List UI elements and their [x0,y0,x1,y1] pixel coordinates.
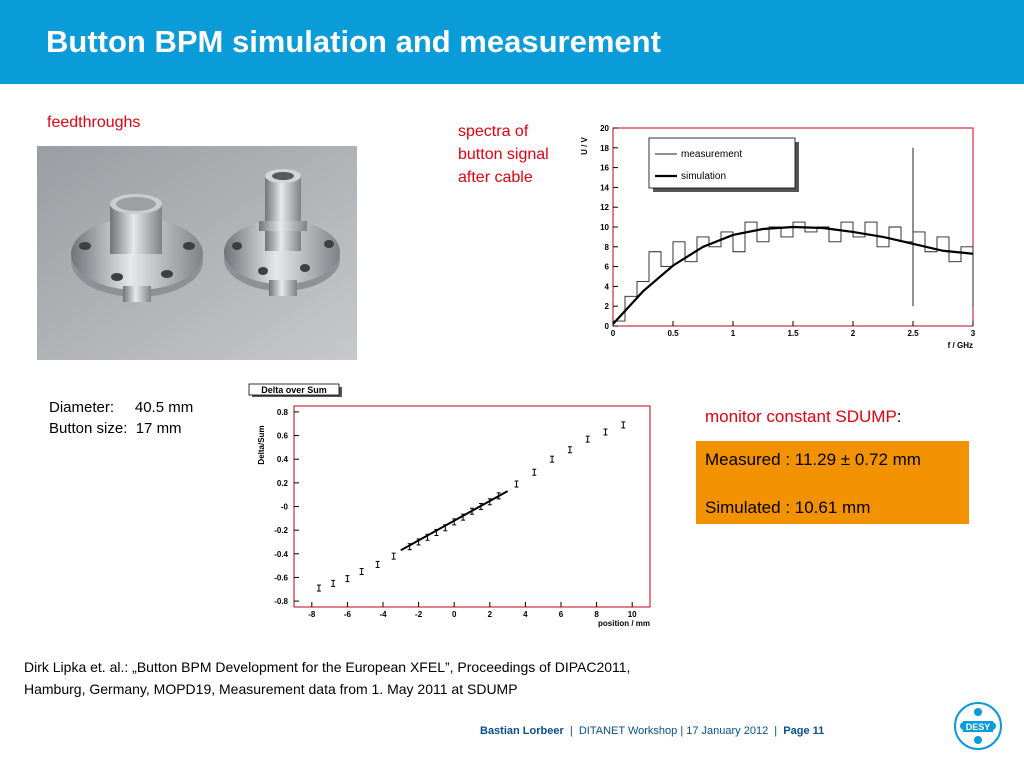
dimensions-block: Diameter: 40.5 mm Button size: 17 mm [49,397,193,439]
footer-page: Page 11 [783,725,825,737]
dos-y-tick-label: -0.2 [274,526,288,535]
title-bar: Button BPM simulation and measurement [0,0,1024,84]
dos-y-tick-label: 0.4 [277,455,289,464]
monitor-constant-text: monitor constant SDUMP [705,407,897,426]
dos-x-tick-label: -4 [379,610,387,619]
spectrum-y-tick-label: 8 [605,243,610,252]
desy-logo-text: DESY [966,722,991,732]
spectrum-y-tick-label: 0 [605,322,610,331]
footer-sep2: | [768,725,784,737]
dos-y-tick-label: 0.6 [277,432,289,441]
footer-sep1: | [563,725,579,737]
feedthroughs-photo [37,146,357,360]
spectrum-x-tick-label: 2.5 [907,329,919,338]
spectrum-x-tick-label: 3 [971,329,976,338]
spectra-label-line2: button signal [458,146,549,163]
measured-value: Measured : 11.29 ± 0.72 mm [705,450,921,469]
dos-y-tick-label: -0.6 [274,573,288,582]
monitor-constant-label: monitor constant SDUMP: [705,405,902,428]
dos-x-tick-label: -8 [308,610,316,619]
reference-line2: Hamburg, Germany, MOPD19, Measurement da… [24,681,518,697]
spectrum-y-tick-label: 2 [605,302,610,311]
spectrum-x-tick-label: 0 [611,329,616,338]
dos-title: Delta over Sum [261,385,327,395]
spectrum-x-tick-label: 1.5 [787,329,799,338]
spectrum-y-tick-label: 18 [600,144,609,153]
slide-title: Button BPM simulation and measurement [46,24,661,59]
spectrum-legend: measurement simulation [648,137,799,192]
desy-logo: DESY [954,702,1002,750]
spectrum-x-tick-label: 2 [851,329,856,338]
spectra-label-line1: spectra of [458,123,529,140]
spectrum-x-tick-label: 1 [731,329,736,338]
spectrum-y-tick-label: 14 [600,183,609,192]
monitor-constant-colon: : [896,407,902,426]
dos-x-tick-label: 4 [523,610,528,619]
dos-x-tick-label: 10 [628,610,637,619]
dos-x-tick-label: -2 [415,610,423,619]
dos-x-tick-label: 6 [559,610,564,619]
dos-y-tick-label: -0.8 [274,597,288,606]
spectrum-x-tick-label: 0.5 [667,329,679,338]
dos-y-tick-label: -0 [281,503,289,512]
reference-text: Dirk Lipka et. al.: „Button BPM Developm… [24,656,824,700]
diameter-text: Diameter: 40.5 mm [49,399,194,416]
dos-x-tick-label: 2 [488,610,493,619]
dos-y-tick-label: 0.8 [277,408,289,417]
spectrum-y-tick-label: 20 [600,124,609,133]
dos-plot-frame [293,405,651,608]
dos-y-axis-label: Delta/Sum [257,425,266,464]
spectrum-y-tick-label: 10 [600,223,609,232]
dos-title-box [248,383,340,396]
dos-fit-line [400,490,509,552]
dos-x-tick-label: -6 [344,610,352,619]
simulated-value: Simulated : 10.61 mm [705,498,871,517]
dos-x-tick-label: 8 [594,610,599,619]
spectrum-legend-simulation-label: simulation [681,171,726,182]
button-size-text: Button size: 17 mm [49,420,182,437]
reference-line1: Dirk Lipka et. al.: „Button BPM Developm… [24,659,631,675]
spectrum-chart: 0 2 4 6 8 10 12 14 16 18 20 0 0.5 1 1.5 2 2.5 3 f / GHz U /… [580,124,976,350]
spectrum-simulation-series [612,225,974,325]
spectrum-x-axis-label: f / GHz [948,341,973,350]
footer-event: DITANET Workshop | 17 January 2012 [578,725,769,737]
spectrum-y-tick-label: 12 [600,203,609,212]
dos-y-tick-label: 0.2 [277,479,289,488]
spectra-label: spectra of button signal after cable [458,120,549,189]
spectrum-y-axis-label: U / V [580,136,589,154]
results-box: Measured : 11.29 ± 0.72 mm Simulated : 1… [696,441,969,524]
spectrum-y-tick-label: 4 [605,282,610,291]
footer: Bastian Lorbeer | DITANET Workshop | 17 … [480,725,824,737]
spectrum-legend-measurement-label: measurement [681,149,742,160]
dos-x-axis-label: position / mm [598,619,650,628]
feedthroughs-label: feedthroughs [47,114,141,131]
delta-over-sum-chart: Delta over Sum -0.8 -0.6 -0.4 -0.2 -0 0.2 0.4 0.… [248,383,651,628]
spectrum-legend-box [648,137,796,189]
dos-y-tick-label: -0.4 [274,550,288,559]
footer-author: Bastian Lorbeer [480,725,564,737]
spectrum-y-tick-label: 16 [600,164,609,173]
dos-x-tick-label: 0 [452,610,457,619]
spectra-label-line3: after cable [458,169,533,186]
spectrum-y-tick-label: 6 [605,263,610,272]
